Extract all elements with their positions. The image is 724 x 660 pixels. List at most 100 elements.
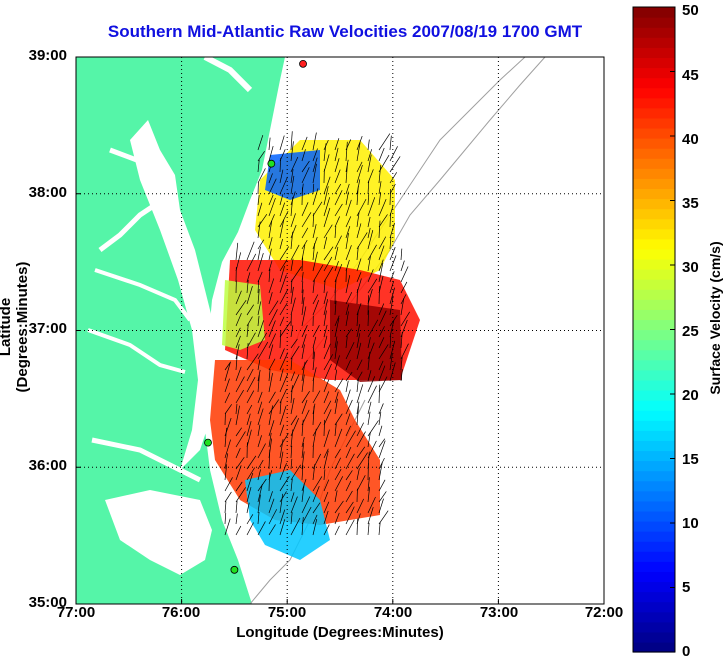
velocity-arrow [368,140,369,150]
colorbar-step [633,188,675,199]
colorbar-label: Surface Velocity (cm/s) [707,213,723,423]
colorbar-step [633,632,675,643]
velocity-arrow [225,501,226,513]
colorbar-step [633,531,675,542]
velocity-arrow [379,511,388,524]
colorbar-step [633,340,675,351]
velocity-arrow [357,519,358,535]
velocity-arrow [368,523,369,535]
colorbar-step [633,541,675,552]
colorbar-step [633,7,675,18]
colorbar-step [633,57,675,68]
velocity-arrow [225,513,226,524]
colorbar-step [633,571,675,582]
x-tick-label: 72:00 [574,604,634,621]
chart-title: Southern Mid-Atlantic Raw Velocities 200… [60,22,630,42]
colorbar-tick-label: 10 [682,515,699,532]
velocity-arrow [379,439,385,447]
colorbar-step [633,450,675,461]
colorbar-step [633,138,675,149]
colorbar-step [633,319,675,330]
colorbar-step [633,612,675,623]
velocity-arrow [280,136,284,150]
colorbar-tick-label: 0 [682,643,690,660]
y-tick-label: 37:00 [12,320,67,337]
colorbar-tick-label: 50 [682,2,699,19]
velocity-arrow [401,249,402,260]
colorbar-step [633,360,675,371]
colorbar-step [633,249,675,260]
station-delmarva [268,160,275,167]
colorbar-step [633,501,675,512]
colorbar-tick-label: 35 [682,195,699,212]
velocity-arrow [236,243,238,260]
colorbar-step [633,521,675,532]
colorbar-step [633,279,675,290]
velocity-arrow [357,384,363,403]
colorbar-step [633,511,675,522]
velocity-arrow [379,385,380,403]
velocity-arrow [401,261,404,271]
colorbar-step [633,380,675,391]
colorbar-step [633,239,675,250]
colorbar-step [633,168,675,179]
y-tick-label: 39:00 [12,47,67,64]
x-axis-label: Longitude (Degrees:Minutes) [180,624,500,641]
colorbar-step [633,108,675,119]
colorbar-step [633,481,675,492]
colorbar-step [633,390,675,401]
colorbar-step [633,299,675,310]
velocity-arrow [236,514,237,524]
velocity-arrow [379,148,384,161]
colorbar-step [633,491,675,502]
colorbar-step [633,461,675,472]
colorbar-step [633,17,675,28]
colorbar-step [633,622,675,633]
velocity-arrow [379,403,383,414]
velocity-arrow [269,138,270,150]
colorbar-step [633,370,675,381]
colorbar-tick-label: 20 [682,387,699,404]
colorbar-step [633,410,675,421]
colorbar-step [633,128,675,139]
velocity-arrow [346,381,348,392]
y-tick-label: 38:00 [12,184,67,201]
colorbar-step [633,198,675,209]
station-virginia-beach [205,439,212,446]
colorbar-tick-label: 45 [682,67,699,84]
colorbar-step [633,47,675,58]
colorbar-step [633,158,675,169]
colorbar-step [633,37,675,48]
colorbar-step [633,309,675,320]
velocity-arrow [236,501,237,513]
velocity-arrow [368,420,379,436]
colorbar-step [633,98,675,109]
colorbar-step [633,229,675,240]
velocity-arrow [335,526,339,535]
colorbar-tick-label: 25 [682,323,699,340]
colorbar-step [633,269,675,280]
velocity-arrow [291,131,292,150]
colorbar-tick-label: 5 [682,579,690,596]
colorbar-step [633,400,675,411]
velocity-arrow [390,146,398,161]
station-hatteras [231,566,238,573]
colorbar-step [633,350,675,361]
velocity-swath [222,280,265,350]
colorbar-step [633,148,675,159]
colorbar-step [633,259,675,270]
colorbar-tick-label: 40 [682,131,699,148]
colorbar-step [633,78,675,89]
velocity-arrow [390,136,391,150]
colorbar-step [633,420,675,431]
colorbar-step [633,178,675,189]
colorbar-step [633,581,675,592]
colorbar-step [633,561,675,572]
colorbar-step [633,88,675,99]
colorbar-step [633,219,675,230]
colorbar-step [633,289,675,300]
colorbar-step [633,440,675,451]
colorbar-tick-label: 15 [682,451,699,468]
velocity-arrow [236,526,241,535]
